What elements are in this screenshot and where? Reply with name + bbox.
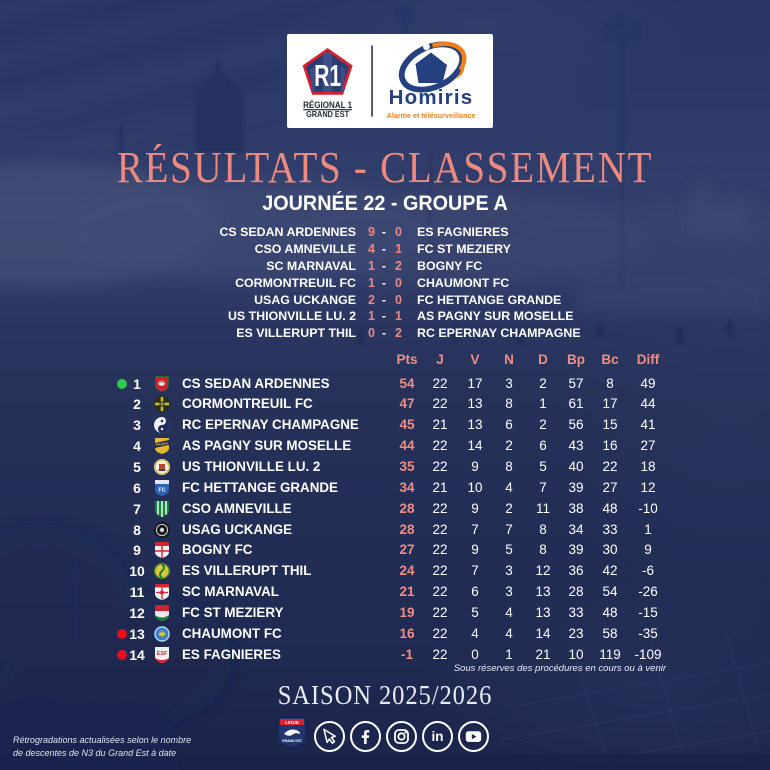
svg-text:LIGUE: LIGUE	[285, 720, 299, 725]
svg-text:PAGNY: PAGNY	[156, 442, 169, 447]
svg-text:FC: FC	[158, 487, 165, 493]
svg-text:Homiris: Homiris	[389, 86, 474, 109]
svg-text:RÉGIONAL 1: RÉGIONAL 1	[303, 100, 352, 110]
svg-text:in: in	[432, 729, 444, 744]
svg-text:GRAND EST: GRAND EST	[282, 739, 303, 743]
svg-text:ESF: ESF	[157, 651, 168, 657]
svg-text:GRAND EST: GRAND EST	[306, 110, 349, 119]
svg-text:Alarme et télésurveillance: Alarme et télésurveillance	[387, 111, 476, 120]
svg-text:R1: R1	[314, 58, 341, 93]
